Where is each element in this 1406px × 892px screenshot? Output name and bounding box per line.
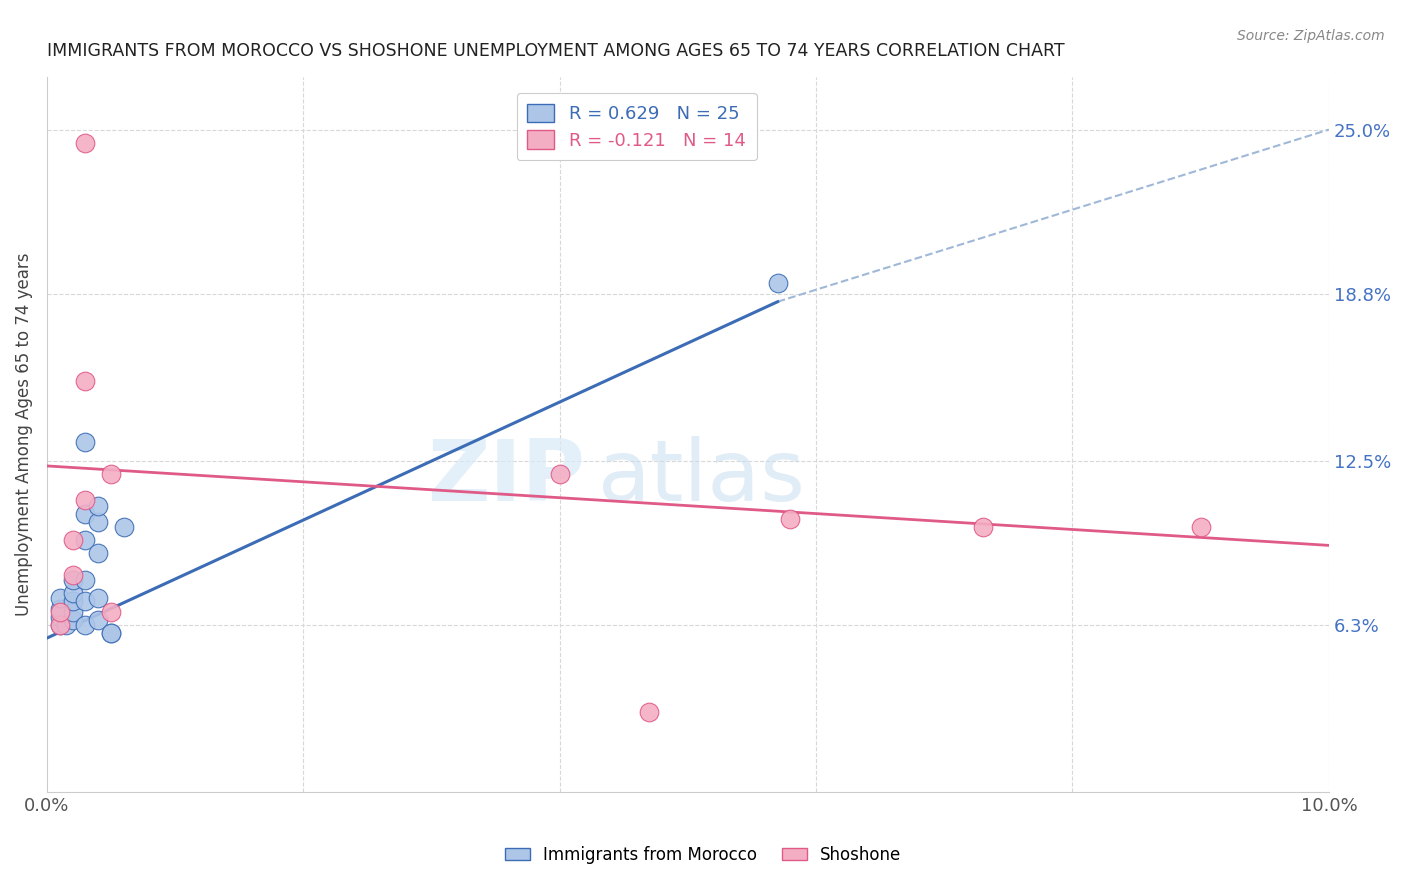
Point (75, 594, 97, 608)
Point (75, 493, 97, 508)
Point (87, 546, 110, 560)
Point (48, 617, 70, 632)
Point (48, 617, 70, 632)
Point (100, 467, 122, 481)
Point (779, 512, 801, 526)
Text: ZIP: ZIP (427, 435, 585, 518)
Point (62, 605, 84, 619)
Point (75, 617, 97, 632)
Point (100, 625, 122, 640)
Point (1189, 520, 1212, 534)
Point (62, 573, 84, 587)
Point (87, 613, 110, 627)
Point (48, 591, 70, 606)
Point (75, 573, 97, 587)
Point (75, 435, 97, 450)
Point (55, 617, 77, 632)
Point (100, 625, 122, 640)
Y-axis label: Unemployment Among Ages 65 to 74 years: Unemployment Among Ages 65 to 74 years (15, 252, 32, 615)
Point (48, 610, 70, 624)
Point (62, 533, 84, 547)
Point (87, 499, 110, 513)
Point (75, 507, 97, 521)
Point (638, 705, 661, 719)
Point (548, 467, 571, 481)
Point (75, 374, 97, 388)
Point (100, 605, 122, 619)
Point (62, 613, 84, 627)
Point (87, 515, 110, 529)
Point (48, 602, 70, 616)
Point (62, 594, 84, 608)
Point (62, 567, 84, 582)
Point (972, 520, 994, 534)
Point (62, 586, 84, 600)
Point (48, 605, 70, 619)
Point (75, 533, 97, 547)
Legend: R = 0.629   N = 25, R = -0.121   N = 14: R = 0.629 N = 25, R = -0.121 N = 14 (516, 93, 756, 161)
Text: IMMIGRANTS FROM MOROCCO VS SHOSHONE UNEMPLOYMENT AMONG AGES 65 TO 74 YEARS CORRE: IMMIGRANTS FROM MOROCCO VS SHOSHONE UNEM… (46, 42, 1064, 60)
Text: Source: ZipAtlas.com: Source: ZipAtlas.com (1237, 29, 1385, 44)
Point (75, 136, 97, 150)
Point (112, 520, 135, 534)
Point (766, 276, 789, 290)
Legend: Immigrants from Morocco, Shoshone: Immigrants from Morocco, Shoshone (498, 839, 908, 871)
Point (87, 591, 110, 606)
Text: atlas: atlas (598, 435, 806, 518)
